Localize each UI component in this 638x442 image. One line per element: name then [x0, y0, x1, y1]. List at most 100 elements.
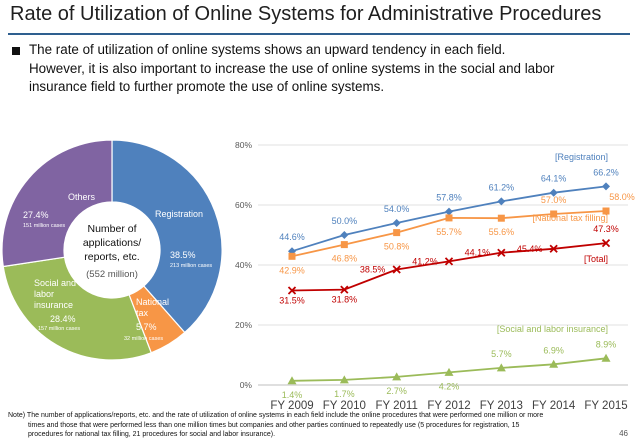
data-point [393, 229, 401, 237]
data-point [445, 214, 453, 222]
y-tick-label: 60% [235, 200, 252, 210]
pie-slice-percent-label: 27.4% [23, 210, 49, 220]
data-point [340, 241, 348, 249]
data-label: 55.7% [436, 227, 462, 237]
pie-slice-percent-label: 5.7% [136, 322, 157, 332]
data-label: 44.6% [279, 232, 305, 242]
pie-center-label: applications/ [83, 237, 141, 249]
data-label: 57.8% [436, 193, 462, 203]
data-label: 4.2% [439, 381, 460, 391]
data-label: 46.8% [332, 254, 358, 264]
pie-slice-name-label: labor [34, 289, 54, 299]
data-label: 41.2% [412, 256, 438, 266]
y-tick-label: 80% [235, 140, 252, 150]
data-point [549, 244, 558, 253]
data-point [601, 353, 611, 362]
pie-slice-0 [111, 139, 223, 334]
x-tick-label: FY 2014 [532, 400, 576, 412]
x-tick-label: FY 2009 [270, 400, 313, 412]
data-point [392, 372, 402, 381]
x-tick-label: FY 2013 [480, 400, 523, 412]
pie-slice-name-label: tax [136, 308, 149, 318]
pie-slice-count-label: 151 million cases [23, 223, 65, 229]
footnote-line: Note) The number of applications/reports… [8, 412, 544, 419]
data-point [601, 238, 611, 248]
data-label: 6.9% [543, 345, 564, 355]
series-name-label: [Registration] [555, 152, 608, 162]
data-label: 31.8% [332, 295, 358, 305]
pie-slice-name-label: insurance [34, 300, 73, 310]
data-label: 61.2% [489, 182, 515, 192]
data-label: 44.1% [465, 248, 491, 258]
data-label: 42.9% [279, 265, 305, 275]
pie-slice-count-label: 157 million cases [38, 326, 80, 332]
data-label: 50.0% [332, 216, 358, 226]
intro-text: The rate of utilization of online system… [29, 41, 629, 97]
data-label: 50.8% [384, 242, 410, 252]
pie-slice-percent-label: 28.4% [50, 314, 76, 324]
pie-slice-3 [1, 139, 113, 268]
pie-slice-percent-label: 38.5% [170, 250, 196, 260]
pie-center-total: (552 million) [86, 269, 138, 280]
pie-center-label: reports, etc. [84, 251, 139, 263]
data-point [550, 210, 558, 218]
data-label: 1.7% [334, 389, 355, 399]
data-point [602, 182, 610, 191]
intro-line: However, it is also important to increas… [29, 60, 555, 76]
title-divider [8, 33, 630, 35]
data-label: 45.4% [517, 244, 543, 254]
data-point [496, 363, 506, 372]
data-point [444, 367, 454, 376]
data-point [288, 252, 296, 260]
page-title: Rate of Utilization of Online Systems fo… [10, 3, 602, 25]
data-label: 1.4% [282, 390, 303, 400]
y-tick-label: 20% [235, 320, 252, 330]
footnote: Note) The number of applications/reports… [8, 411, 608, 440]
data-label: 2.7% [386, 386, 407, 396]
intro-line: The rate of utilization of online system… [29, 42, 506, 57]
data-point [340, 231, 349, 239]
data-label: 47.3% [593, 224, 619, 234]
pie-slice-name-label: Social and [34, 278, 76, 288]
series-name-label: [Social and labor insurance] [497, 324, 608, 334]
series-name-label: [National tax filling] [532, 213, 608, 223]
x-tick-label: FY 2012 [427, 400, 470, 412]
pie-slice-name-label: Registration [155, 209, 203, 219]
pie-center-label: Number of [87, 223, 136, 235]
x-tick-label: FY 2011 [375, 400, 417, 412]
data-point [287, 286, 297, 295]
data-point [444, 257, 454, 266]
footnote-line: times and those that were performed less… [28, 421, 520, 429]
series-line-2 [291, 242, 607, 292]
data-point [392, 219, 401, 227]
data-label: 55.6% [489, 227, 515, 237]
data-label: 5.7% [491, 349, 512, 359]
data-point [497, 248, 506, 257]
pie-slice-count-label: 213 million cases [170, 263, 212, 269]
data-point [340, 285, 349, 294]
pie-slice-count-label: 32 million cases [124, 336, 163, 342]
data-point [497, 197, 506, 206]
data-label: 57.0% [541, 195, 567, 205]
series-name-label: [Total] [584, 254, 608, 264]
x-tick-label: FY 2015 [584, 400, 627, 412]
data-point [339, 375, 349, 384]
pie-slice-name-label: National [136, 297, 169, 307]
data-point [602, 207, 610, 215]
data-point [392, 265, 401, 274]
data-point [287, 376, 297, 385]
data-label: 54.0% [384, 204, 410, 214]
data-point [549, 188, 558, 197]
data-point [497, 214, 505, 222]
data-label: 66.2% [593, 167, 619, 177]
data-label: 58.0% [609, 192, 635, 202]
x-tick-label: FY 2010 [323, 400, 366, 412]
page-number: 46 [619, 429, 628, 438]
data-label: 8.9% [596, 339, 617, 349]
intro-line: insurance field to further promote the u… [29, 79, 385, 95]
data-point [549, 359, 559, 368]
data-label: 38.5% [360, 265, 386, 275]
y-tick-label: 0% [240, 380, 253, 390]
footnote-line: procedures for national tax filling, 21 … [28, 431, 276, 438]
